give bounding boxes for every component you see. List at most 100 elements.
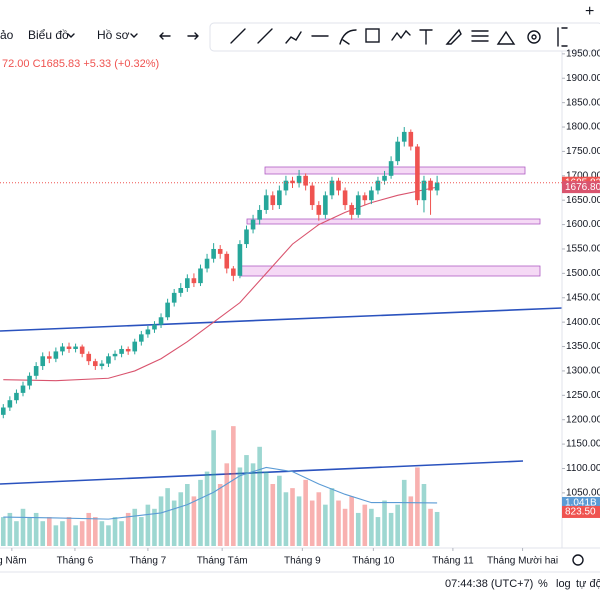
- y-tick-label: 1100.00: [566, 463, 600, 474]
- zone[interactable]: [264, 166, 526, 175]
- volume-bar: [415, 467, 420, 546]
- volume-bar: [86, 512, 92, 546]
- volume-bar: [139, 517, 144, 546]
- candle-body: [178, 288, 184, 293]
- series: [0, 127, 440, 546]
- drawing-tools: [230, 27, 568, 47]
- x-tick-label: Tháng Tám: [197, 556, 248, 567]
- tool[interactable]: [285, 31, 302, 44]
- candle-body: [277, 190, 282, 206]
- candle-body: [362, 195, 368, 201]
- tool[interactable]: [365, 28, 380, 43]
- tool[interactable]: [339, 29, 357, 45]
- candle-body: [257, 209, 262, 220]
- candle-body: [165, 302, 170, 318]
- candle-body: [185, 278, 190, 288]
- trend-line[interactable]: [0, 307, 563, 332]
- volume-bar: [66, 517, 72, 546]
- candle-body: [132, 341, 138, 352]
- undo[interactable]: [159, 32, 171, 40]
- auto-toggle[interactable]: tự độ: [576, 578, 600, 590]
- candle-body: [99, 363, 105, 367]
- redo[interactable]: [187, 32, 199, 40]
- candle-body: [263, 195, 269, 210]
- tool[interactable]: [445, 28, 462, 45]
- y-tick-label: 1500.00: [566, 268, 600, 279]
- tool[interactable]: [391, 29, 411, 41]
- candle-body: [270, 195, 276, 206]
- y-tick-label: 1350.00: [566, 341, 600, 352]
- y-tick-label: 1200.00: [566, 414, 600, 425]
- menu-item[interactable]: ảo: [0, 28, 14, 42]
- percent-toggle[interactable]: %: [538, 578, 548, 590]
- candle-body: [309, 185, 315, 206]
- candle-body: [349, 205, 354, 215]
- y-tick-label: 1300.00: [566, 366, 600, 377]
- volume-bar: [388, 512, 394, 546]
- y-tick-label: 1700.00: [566, 170, 600, 181]
- candle-body: [14, 392, 19, 401]
- chart-menu[interactable]: Biểu đồ: [28, 28, 69, 42]
- volume-bar: [14, 521, 19, 546]
- volume-bar: [191, 496, 197, 546]
- candle-body: [408, 131, 414, 147]
- volume-bar: [277, 475, 282, 546]
- x-tick-label: Tháng 9: [284, 556, 321, 567]
- volume-bar: [283, 492, 289, 546]
- candle-body: [158, 317, 164, 325]
- candle-body: [283, 180, 289, 191]
- tool[interactable]: [419, 29, 433, 45]
- candle-body: [316, 205, 322, 215]
- volume-bar: [421, 484, 427, 546]
- tool[interactable]: [496, 30, 516, 45]
- volume-bar: [79, 521, 85, 546]
- y-tick-label: 1600.00: [566, 219, 600, 230]
- trend-line[interactable]: [0, 460, 524, 485]
- volume-bar: [119, 521, 124, 546]
- volume-bar: [171, 500, 177, 546]
- y-tick-label: 1950.00: [566, 48, 600, 59]
- candle-body: [33, 366, 39, 376]
- candle-body: [290, 180, 295, 184]
- candle-body: [217, 248, 223, 254]
- volume-bar: [355, 512, 361, 546]
- zone[interactable]: [239, 265, 541, 277]
- volume-bar: [217, 484, 223, 546]
- volume-bar: [27, 517, 32, 546]
- profile-menu[interactable]: Hồ sơ: [97, 28, 130, 42]
- volume-bar: [362, 504, 368, 546]
- tool[interactable]: [557, 27, 568, 47]
- volume-ma: [3, 466, 438, 520]
- candle-body: [342, 190, 348, 206]
- candle-body: [224, 253, 230, 269]
- candle-body: [244, 229, 249, 245]
- x-tick-label: g Năm: [0, 556, 27, 567]
- add-button[interactable]: +: [585, 3, 594, 20]
- x-tick-label: Tháng Mười hai: [487, 556, 558, 567]
- tool[interactable]: [527, 30, 541, 44]
- tool[interactable]: [257, 28, 273, 44]
- axis-settings[interactable]: [572, 554, 584, 566]
- y-tick-label: 1050.00: [566, 488, 600, 499]
- volume-bar: [342, 508, 348, 546]
- y-tick-label: 1400.00: [566, 317, 600, 328]
- candle-body: [60, 346, 65, 352]
- volume-bar: [152, 508, 157, 546]
- volume-bar: [20, 508, 26, 546]
- tool[interactable]: [230, 28, 246, 44]
- chart-pane: [0, 48, 563, 548]
- candle-body: [191, 278, 197, 284]
- tool[interactable]: [471, 30, 489, 42]
- y-tick-label: 1800.00: [566, 122, 600, 133]
- candle-body: [73, 346, 78, 349]
- candle-body: [415, 146, 420, 201]
- log-toggle[interactable]: log: [556, 578, 571, 590]
- volume-bar: [428, 508, 433, 546]
- candle-body: [382, 175, 387, 181]
- candle-body: [375, 180, 381, 191]
- volume-bar: [257, 446, 262, 546]
- chevron: [130, 33, 138, 38]
- zone[interactable]: [246, 218, 541, 225]
- y-tick-label: 1450.00: [566, 292, 600, 303]
